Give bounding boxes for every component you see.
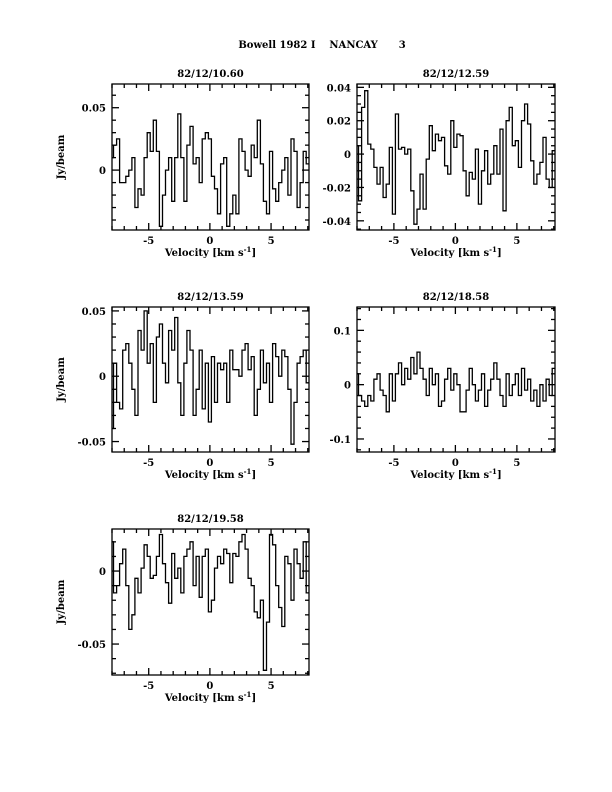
spectrum-panel: -5 0 5 -0.05 0 0.05 82/12/13.59 Velocity [km s-… — [56, 292, 310, 481]
panel-title: 82/12/10.60 — [177, 69, 243, 80]
y-tick-label: 0.05 — [82, 104, 106, 115]
y-tick-label: 0.04 — [327, 83, 351, 94]
spectrum-panel: -5 0 5 -0.04 -0.02 0 0.02 0.04 82/12/12.59 Veloci… — [322, 69, 556, 259]
spectrum-line — [112, 310, 309, 445]
x-tick-label: 0 — [206, 681, 213, 692]
plot-frame — [111, 306, 310, 453]
x-tick-label: -5 — [143, 458, 154, 469]
figure-title: Bowell 1982 I NANCAY 3 — [238, 40, 405, 51]
plot-frame — [111, 83, 310, 231]
y-tick-label: -0.02 — [322, 183, 351, 194]
panel-title: 82/12/19.58 — [177, 514, 243, 525]
y-axis-label: Jy/beam — [56, 134, 67, 180]
x-tick-label: 5 — [268, 681, 275, 692]
plot-frame — [356, 306, 556, 453]
x-tick-label: -5 — [143, 236, 154, 247]
x-axis-label: Velocity [km s-1] — [164, 245, 256, 259]
x-tick-label: 0 — [452, 458, 459, 469]
x-tick-label: 5 — [268, 236, 275, 247]
spectrum-panel: -5 0 5 -0.1 0 0.1 82/12/18.58 Velocity [km s-1] — [329, 292, 556, 481]
y-tick-label: -0.1 — [329, 435, 351, 446]
x-tick-label: 5 — [513, 458, 520, 469]
panel-title: 82/12/18.58 — [423, 292, 489, 303]
y-tick-label: -0.05 — [77, 640, 106, 651]
spectrum-line — [112, 113, 309, 227]
x-axis-label: Velocity [km s-1] — [164, 467, 256, 481]
spectrum-line — [357, 90, 555, 225]
x-tick-label: 5 — [268, 458, 275, 469]
y-tick-label: 0.02 — [327, 117, 351, 128]
y-axis-label: Jy/beam — [56, 357, 67, 403]
y-tick-label: 0.05 — [82, 307, 106, 318]
spectrum-panel: -5 0 5 0 0.05 82/12/10.60 Velocity [km s-1] Jy/… — [56, 69, 310, 259]
spectrum-line — [112, 533, 309, 671]
x-tick-label: -5 — [388, 236, 399, 247]
spectrum-panel: -5 0 5 -0.05 0 82/12/19.58 Velocity [km s-1] Jy… — [56, 514, 310, 704]
x-tick-label: -5 — [388, 458, 399, 469]
y-tick-label: -0.05 — [77, 438, 106, 449]
y-tick-label: 0 — [99, 372, 106, 383]
x-tick-label: 0 — [206, 236, 213, 247]
y-tick-label: 0 — [99, 567, 106, 578]
x-tick-label: 0 — [452, 236, 459, 247]
x-axis-label: Velocity [km s-1] — [164, 690, 256, 704]
y-tick-label: 0.1 — [334, 326, 351, 337]
y-tick-label: 0 — [344, 381, 351, 392]
plot-frame — [356, 83, 556, 231]
panel-title: 82/12/13.59 — [177, 292, 243, 303]
y-tick-label: -0.04 — [322, 217, 351, 228]
y-tick-label: 0 — [99, 166, 106, 177]
y-tick-label: 0 — [344, 150, 351, 161]
x-axis-label: Velocity [km s-1] — [409, 245, 501, 259]
spectrum-line — [357, 351, 555, 413]
panel-title: 82/12/12.59 — [423, 69, 489, 80]
x-tick-label: -5 — [143, 681, 154, 692]
plot-frame — [111, 528, 310, 676]
x-tick-label: 5 — [513, 236, 520, 247]
x-tick-label: 0 — [206, 458, 213, 469]
y-axis-label: Jy/beam — [56, 579, 67, 625]
x-axis-label: Velocity [km s-1] — [409, 467, 501, 481]
